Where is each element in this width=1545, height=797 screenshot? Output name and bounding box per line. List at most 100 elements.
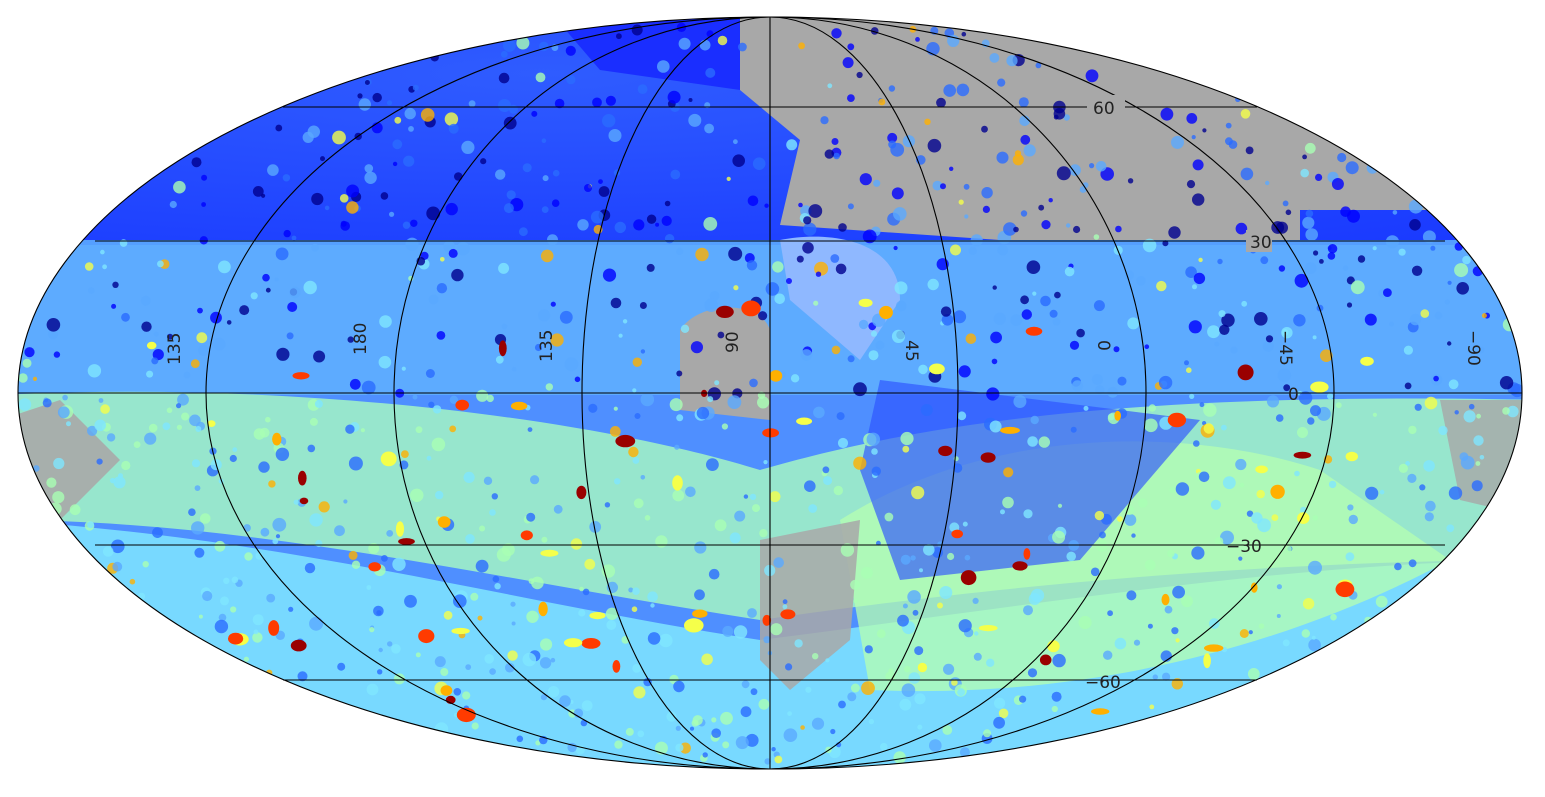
speckle xyxy=(602,268,617,282)
speckle xyxy=(1171,678,1184,690)
speckle xyxy=(1347,504,1354,511)
speckle xyxy=(842,57,854,69)
speckle xyxy=(970,234,983,247)
speckle xyxy=(389,211,395,217)
speckle xyxy=(152,349,164,361)
no-data-patch-south xyxy=(760,520,860,690)
speckle xyxy=(1175,482,1190,496)
speckle xyxy=(102,264,107,270)
speckle xyxy=(893,751,906,764)
speckle xyxy=(1305,228,1318,241)
speckle xyxy=(632,664,642,673)
speckle xyxy=(1379,489,1385,495)
speckle xyxy=(1348,514,1359,525)
speckle xyxy=(476,389,489,402)
speckle xyxy=(714,380,720,386)
speckle xyxy=(275,247,289,261)
speckle xyxy=(1117,376,1127,386)
speckle xyxy=(833,152,840,160)
hotspot xyxy=(879,305,893,320)
speckle xyxy=(734,510,746,522)
speckle xyxy=(920,404,933,416)
speckle xyxy=(1302,154,1307,160)
speckle xyxy=(181,412,190,421)
speckle xyxy=(837,437,849,449)
speckle xyxy=(1010,314,1023,326)
speckle xyxy=(733,285,739,291)
speckle xyxy=(772,261,784,273)
speckle xyxy=(552,169,560,177)
speckle xyxy=(893,245,898,251)
speckle xyxy=(722,625,734,637)
speckle xyxy=(644,515,651,521)
speckle xyxy=(84,262,94,271)
hotspot xyxy=(440,685,453,696)
speckle xyxy=(912,609,919,616)
speckle xyxy=(868,350,879,361)
speckle xyxy=(1305,209,1314,218)
speckle xyxy=(666,711,677,722)
speckle xyxy=(275,534,281,539)
speckle xyxy=(997,244,1009,256)
speckle xyxy=(943,663,955,675)
speckle-layer xyxy=(18,22,1522,765)
speckle xyxy=(1238,556,1243,561)
speckle xyxy=(1372,412,1377,417)
speckle xyxy=(1192,159,1204,171)
speckle xyxy=(1147,623,1153,629)
speckle xyxy=(289,286,301,299)
speckle xyxy=(1214,537,1224,546)
speckle xyxy=(590,210,604,224)
speckle xyxy=(42,398,52,408)
speckle xyxy=(220,596,229,606)
speckle xyxy=(1056,166,1071,181)
speckle xyxy=(1444,299,1450,305)
speckle xyxy=(1411,265,1423,276)
speckle xyxy=(380,192,389,200)
speckle xyxy=(880,742,888,751)
speckle xyxy=(927,138,942,153)
speckle xyxy=(936,97,946,108)
speckle xyxy=(1188,320,1202,334)
speckle xyxy=(764,203,769,208)
speckle xyxy=(696,406,710,420)
speckle xyxy=(66,421,71,427)
speckle xyxy=(1156,280,1167,292)
speckle xyxy=(1479,455,1485,460)
speckle xyxy=(605,607,619,620)
speckle xyxy=(311,192,324,206)
speckle xyxy=(910,555,916,561)
speckle xyxy=(348,550,358,560)
speckle xyxy=(542,175,549,182)
speckle xyxy=(899,698,912,711)
speckle xyxy=(911,486,925,500)
speckle xyxy=(694,589,705,601)
speckle xyxy=(494,583,501,590)
speckle xyxy=(888,140,897,149)
speckle xyxy=(275,447,290,461)
speckle xyxy=(790,374,800,383)
speckle xyxy=(1499,376,1514,390)
graticule xyxy=(17,16,1523,770)
speckle xyxy=(937,602,943,609)
speckle xyxy=(173,180,186,194)
speckle xyxy=(153,331,159,337)
speckle xyxy=(1300,168,1309,178)
speckle xyxy=(861,681,875,695)
speckle xyxy=(996,151,1009,164)
speckle xyxy=(949,166,954,171)
speckle xyxy=(1079,186,1087,193)
speckle xyxy=(195,426,202,432)
speckle xyxy=(707,396,714,403)
speckle xyxy=(915,37,920,42)
speckle xyxy=(461,140,475,154)
speckle xyxy=(613,406,618,411)
speckle xyxy=(1193,272,1206,285)
speckle xyxy=(1167,549,1175,558)
speckle xyxy=(432,405,442,414)
speckle xyxy=(364,80,370,85)
speckle xyxy=(1311,635,1316,640)
hotspot xyxy=(615,434,636,448)
speckle xyxy=(673,680,685,693)
speckle xyxy=(502,543,515,557)
